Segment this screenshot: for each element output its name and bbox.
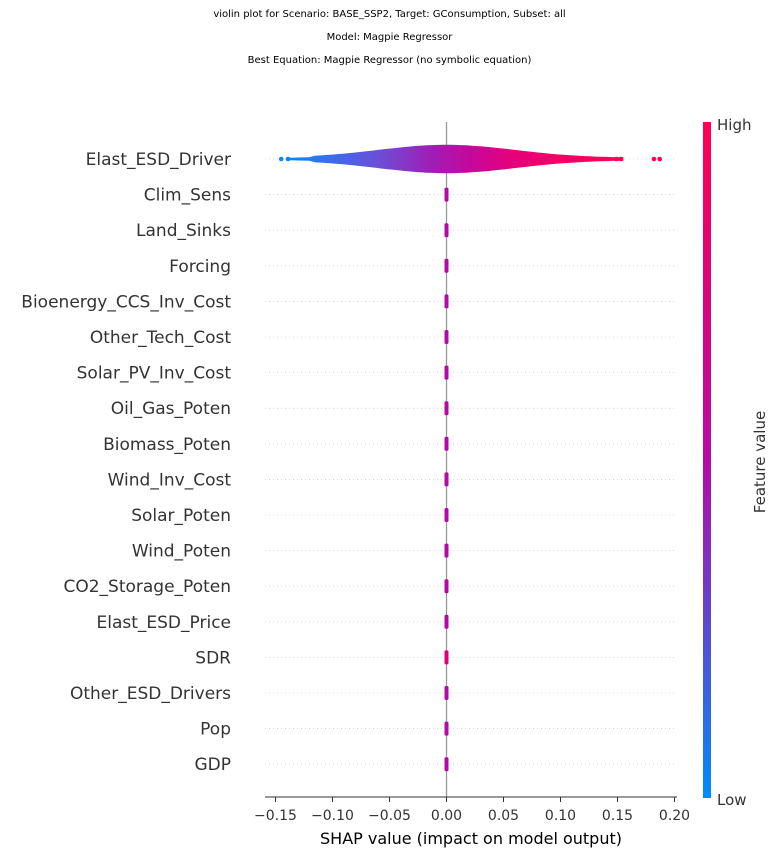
feature-label: Other_Tech_Cost — [90, 328, 231, 348]
chart-subtitle-equation: Best Equation: Magpie Regressor (no symb… — [247, 55, 532, 66]
outlier-point — [657, 156, 662, 162]
feature-label: Wind_Inv_Cost — [108, 470, 232, 490]
x-tick-label: 0.20 — [659, 808, 690, 824]
violin-body — [444, 650, 449, 665]
feature-label: SDR — [195, 648, 231, 668]
feature-label: Bioenergy_CCS_Inv_Cost — [21, 292, 231, 312]
violin-body — [444, 614, 449, 629]
violin-body — [444, 330, 449, 344]
outlier-point — [618, 156, 624, 162]
colorbar-high-label: High — [717, 116, 751, 134]
outlier-point — [278, 156, 284, 162]
x-tick-label: 0.15 — [602, 808, 633, 824]
x-tick-label: 0.05 — [488, 808, 519, 824]
violin-body — [444, 508, 449, 522]
colorbar — [703, 122, 711, 798]
feature-label: Pop — [200, 720, 231, 740]
feature-label: Wind_Poten — [132, 542, 231, 562]
violin-body — [444, 401, 449, 416]
x-tick-label: −0.10 — [311, 808, 354, 824]
colorbar-low-label: Low — [717, 791, 747, 809]
violin-body — [444, 757, 449, 772]
violin-body — [444, 472, 449, 487]
x-tick-label: 0.00 — [431, 808, 462, 824]
x-axis-label: SHAP value (impact on model output) — [320, 829, 622, 848]
feature-label: Solar_Poten — [131, 506, 231, 526]
feature-label: Oil_Gas_Poten — [111, 399, 231, 419]
feature-label: Solar_PV_Inv_Cost — [77, 364, 232, 384]
feature-label: Elast_ESD_Driver — [86, 150, 231, 170]
violin-body — [444, 579, 449, 594]
x-tick-label: 0.10 — [545, 808, 576, 824]
chart-title: violin plot for Scenario: BASE_SSP2, Tar… — [213, 9, 566, 20]
feature-label: CO2_Storage_Poten — [63, 577, 231, 597]
violin-body — [286, 144, 624, 174]
feature-label: Biomass_Poten — [103, 435, 231, 455]
violin-body — [444, 436, 449, 451]
violin-body — [444, 721, 449, 736]
violin-body — [444, 365, 449, 380]
violin-body — [444, 187, 449, 202]
feature-label: Other_ESD_Drivers — [70, 684, 231, 704]
colorbar-title: Feature value — [751, 411, 769, 513]
outlier-point — [651, 156, 657, 162]
feature-label: Forcing — [169, 257, 231, 277]
violin-body — [444, 223, 449, 238]
chart-subtitle-model: Model: Magpie Regressor — [326, 32, 453, 43]
x-tick-label: −0.15 — [254, 808, 297, 824]
outlier-point — [285, 156, 291, 162]
violin-body — [444, 294, 449, 309]
feature-label: GDP — [194, 755, 231, 775]
feature-label: Elast_ESD_Price — [97, 613, 232, 633]
violin-body — [444, 686, 449, 700]
x-tick-label: −0.05 — [368, 808, 411, 824]
outlier-point — [614, 156, 619, 162]
violin-body — [444, 258, 449, 273]
violin-body — [444, 543, 449, 558]
feature-label: Land_Sinks — [136, 221, 231, 241]
feature-label: Clim_Sens — [144, 186, 231, 206]
